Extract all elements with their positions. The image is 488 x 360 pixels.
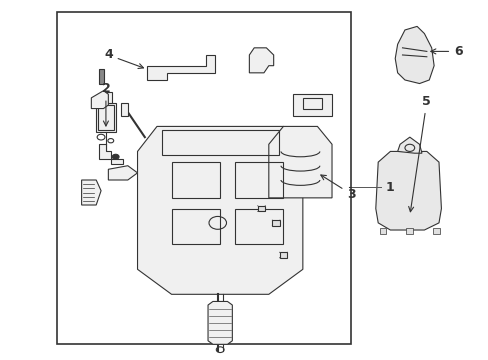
Bar: [379, 228, 386, 234]
Bar: [120, 103, 127, 116]
Bar: [171, 208, 220, 244]
Polygon shape: [108, 166, 137, 180]
Polygon shape: [397, 137, 421, 153]
Polygon shape: [207, 301, 232, 344]
Polygon shape: [147, 55, 215, 80]
Text: 3: 3: [320, 175, 355, 201]
Polygon shape: [81, 180, 101, 205]
Polygon shape: [394, 26, 433, 84]
Polygon shape: [137, 126, 302, 294]
Bar: [111, 158, 122, 164]
Bar: [406, 228, 412, 234]
Bar: [234, 162, 283, 198]
Text: 6: 6: [430, 45, 462, 58]
Polygon shape: [99, 144, 111, 158]
Bar: [432, 228, 439, 234]
Bar: [171, 162, 220, 198]
Circle shape: [112, 154, 119, 159]
Polygon shape: [268, 126, 331, 198]
Bar: [234, 208, 283, 244]
Text: 5: 5: [408, 95, 430, 212]
Text: 4: 4: [104, 49, 143, 68]
Bar: [292, 94, 331, 116]
Text: 1: 1: [385, 181, 394, 194]
Bar: [57, 12, 351, 344]
Text: 2: 2: [102, 82, 110, 126]
Bar: [272, 220, 280, 226]
Polygon shape: [249, 48, 273, 73]
Bar: [162, 130, 278, 155]
Bar: [98, 105, 114, 130]
Bar: [99, 69, 104, 84]
Polygon shape: [375, 152, 441, 230]
Polygon shape: [91, 91, 108, 109]
Bar: [96, 103, 116, 132]
Bar: [302, 98, 322, 109]
Bar: [257, 206, 265, 211]
Bar: [101, 93, 112, 103]
Bar: [279, 252, 287, 258]
